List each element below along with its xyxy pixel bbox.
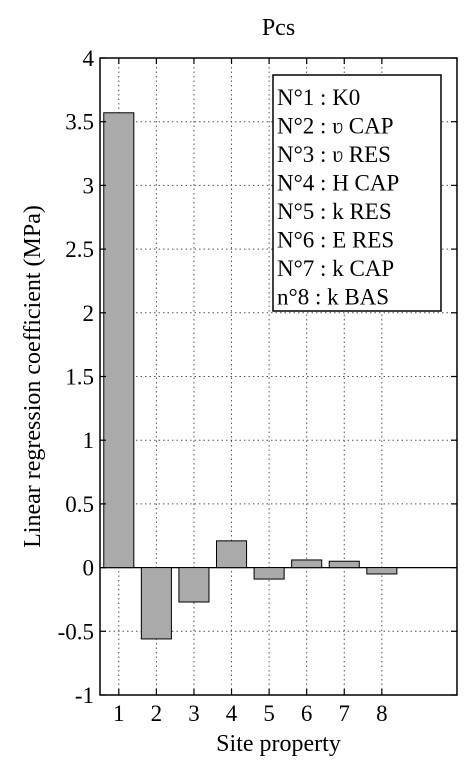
chart-title: Pcs — [262, 15, 295, 41]
x-tick-label: 5 — [263, 701, 275, 726]
y-tick-label: -1 — [75, 683, 94, 708]
legend-entry: N°5 : k RES — [277, 199, 392, 224]
bar-7 — [328, 560, 360, 569]
legend-entry: N°2 : ʋ CAP — [277, 114, 394, 139]
y-tick-label: 0.5 — [65, 492, 94, 517]
y-tick-label: 1.5 — [65, 365, 94, 390]
y-tick-label: 4 — [83, 46, 95, 71]
y-axis-label: Linear regression coefficient (MPa) — [20, 205, 46, 548]
bars — [103, 112, 398, 640]
bar-1 — [103, 112, 135, 569]
y-axis-ticks: -1 -0.5 0 0.5 1 1.5 2 2.5 3 3.5 4 — [58, 46, 457, 708]
bar-5 — [253, 567, 285, 580]
x-tick-label: 3 — [188, 701, 200, 726]
legend-entry: N°6 : E RES — [277, 228, 394, 253]
bar-3 — [178, 567, 210, 603]
bar-6 — [291, 559, 323, 569]
x-tick-label: 2 — [151, 701, 163, 726]
y-tick-label: 2 — [83, 301, 95, 326]
bar-4 — [215, 540, 248, 569]
x-tick-label: 7 — [339, 701, 351, 726]
y-tick-label: 1 — [83, 428, 95, 453]
bar-2 — [140, 567, 172, 640]
y-tick-label: 0 — [83, 556, 95, 581]
legend: N°1 : K0 N°2 : ʋ CAP N°3 : ʋ RES N°4 : H CA… — [272, 74, 442, 312]
legend-entry: N°4 : H CAP — [277, 171, 399, 196]
y-tick-label: 3.5 — [65, 110, 94, 135]
legend-entry: N°1 : K0 — [277, 85, 360, 110]
x-tick-label: 8 — [376, 701, 388, 726]
legend-box — [272, 74, 442, 312]
x-tick-label: 4 — [226, 701, 238, 726]
legend-entry: N°3 : ʋ RES — [277, 142, 391, 167]
legend-entry: n°8 : k BAS — [277, 285, 389, 310]
x-tick-label: 6 — [301, 701, 313, 726]
y-tick-label: 3 — [83, 173, 95, 198]
bar-8 — [366, 567, 398, 575]
y-tick-label: -0.5 — [58, 619, 94, 644]
x-tick-label: 1 — [113, 701, 125, 726]
legend-entry: N°7 : k CAP — [277, 256, 394, 281]
x-axis-label: Site property — [216, 731, 341, 757]
y-tick-label: 2.5 — [65, 237, 94, 262]
